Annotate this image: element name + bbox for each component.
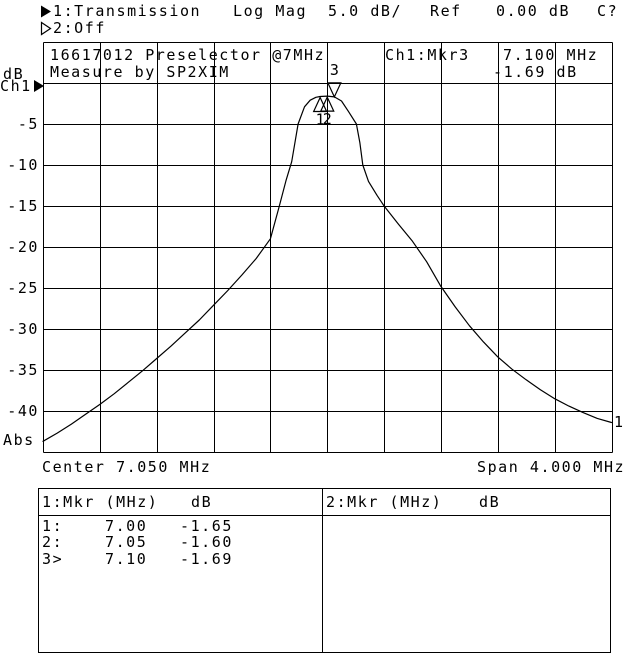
- y-axis-tick-label: -5: [17, 115, 39, 133]
- marker-row-label: 3>: [42, 549, 64, 568]
- marker-table: 1:Mkr (MHz) dB 2:Mkr (MHz) dB 1: 7.00 -1.6…: [38, 488, 611, 653]
- y-axis-tick-label: -40: [7, 402, 39, 420]
- reference-level-arrow-icon: [34, 80, 44, 92]
- y-axis-tick-label: -25: [7, 279, 39, 297]
- marker-table-panel1-unit: dB: [191, 493, 213, 511]
- x-axis-center-label: Center 7.050 MHz: [42, 458, 212, 476]
- marker-table-panel2-unit: dB: [479, 493, 501, 511]
- trace-end-number: 1: [614, 413, 625, 431]
- y-axis-tick-label: -35: [7, 361, 39, 379]
- marker-row-db: -1.69: [180, 549, 233, 568]
- channel-1-active-arrow-icon: [41, 5, 51, 18]
- marker-row-freq: 7.05: [105, 533, 148, 552]
- y-axis-unit-label: dB: [3, 65, 25, 83]
- marker-row-db: -1.60: [180, 533, 233, 552]
- marker-row-freq: 7.10: [105, 549, 148, 568]
- marker-row-label: 2:: [42, 533, 64, 552]
- marker-row-label: 1:: [42, 517, 64, 535]
- trace-markers: 12 3: [312, 61, 342, 129]
- y-axis-tick-label: -10: [7, 156, 39, 174]
- marker-number: 1: [316, 111, 325, 129]
- active-marker-number: 3: [330, 61, 339, 79]
- active-marker-triangle-icon: [326, 82, 342, 99]
- y-axis-channel-label: Ch1: [0, 77, 32, 95]
- format-label: Log Mag: [233, 2, 308, 20]
- marker-table-panel1-header: 1:Mkr (MHz): [42, 493, 159, 511]
- scale-per-div-value: 5.0 dB/: [328, 2, 403, 20]
- marker-table-header-separator: [39, 515, 610, 516]
- reference-label: Ref: [430, 2, 462, 20]
- grid-lines: [43, 42, 613, 453]
- marker-readout-channel: Ch1:Mkr3: [385, 46, 470, 64]
- marker-readout-freq: 7.100 MHz: [503, 46, 599, 64]
- cal-status-indicator: C?: [597, 2, 619, 20]
- channel-2-trace-label: 2:Off: [53, 19, 106, 37]
- y-axis-tick-label: -15: [7, 197, 39, 215]
- y-axis-tick-label: -20: [7, 238, 39, 256]
- marker-table-divider: [322, 489, 323, 652]
- channel-1-trace-label: 1:Transmission: [53, 2, 202, 20]
- y-axis-tick-label: -30: [7, 320, 39, 338]
- y-axis-abs-label: Abs: [3, 431, 35, 449]
- marker-table-panel2-header: 2:Mkr (MHz): [326, 493, 443, 511]
- marker-row-freq: 7.00: [105, 517, 148, 535]
- plot-title-line1: 16617012 Preselector @7MHz: [50, 46, 326, 64]
- marker-row-db: -1.65: [180, 517, 233, 535]
- channel-2-inactive-arrow-icon: [40, 21, 52, 36]
- graticule-grid: [43, 42, 613, 453]
- reference-value: 0.00 dB: [496, 2, 571, 20]
- marker-triangle-icon: [319, 95, 335, 112]
- plot-title-line2: Measure by SP2XIM: [50, 63, 230, 81]
- marker-readout-value: -1.69 dB: [493, 63, 578, 81]
- x-axis-span-label: Span 4.000 MHz: [477, 458, 626, 476]
- marker-number: 2: [323, 110, 332, 128]
